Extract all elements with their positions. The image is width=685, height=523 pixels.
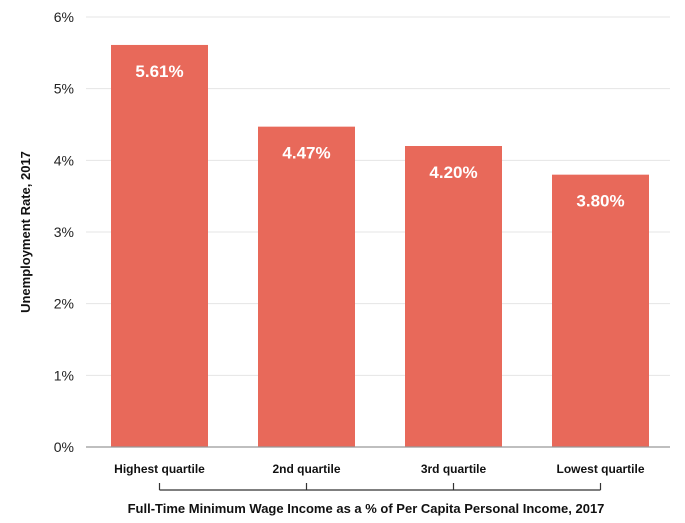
data-label: 4.47% xyxy=(282,144,330,163)
x-axis-title: Full-Time Minimum Wage Income as a % of … xyxy=(128,501,605,516)
y-tick-label: 3% xyxy=(54,224,74,240)
data-label: 4.20% xyxy=(429,163,477,182)
y-tick-label: 2% xyxy=(54,296,74,312)
y-tick-label: 5% xyxy=(54,81,74,97)
y-tick-label: 4% xyxy=(54,152,74,168)
bar xyxy=(405,146,502,447)
x-tick-label: Highest quartile xyxy=(114,462,205,476)
data-label: 3.80% xyxy=(576,192,624,211)
data-label: 5.61% xyxy=(135,62,183,81)
bar xyxy=(552,174,649,447)
y-tick-label: 1% xyxy=(54,367,74,383)
y-axis-title: Unemployment Rate, 2017 xyxy=(18,151,33,313)
x-tick-label: 2nd quartile xyxy=(272,462,340,476)
y-tick-label: 6% xyxy=(54,9,74,25)
x-tick-label: Lowest quartile xyxy=(556,462,644,476)
bar xyxy=(111,44,208,447)
y-tick-label: 0% xyxy=(54,439,74,455)
x-tick-label: 3rd quartile xyxy=(421,462,487,476)
bar xyxy=(258,126,355,448)
